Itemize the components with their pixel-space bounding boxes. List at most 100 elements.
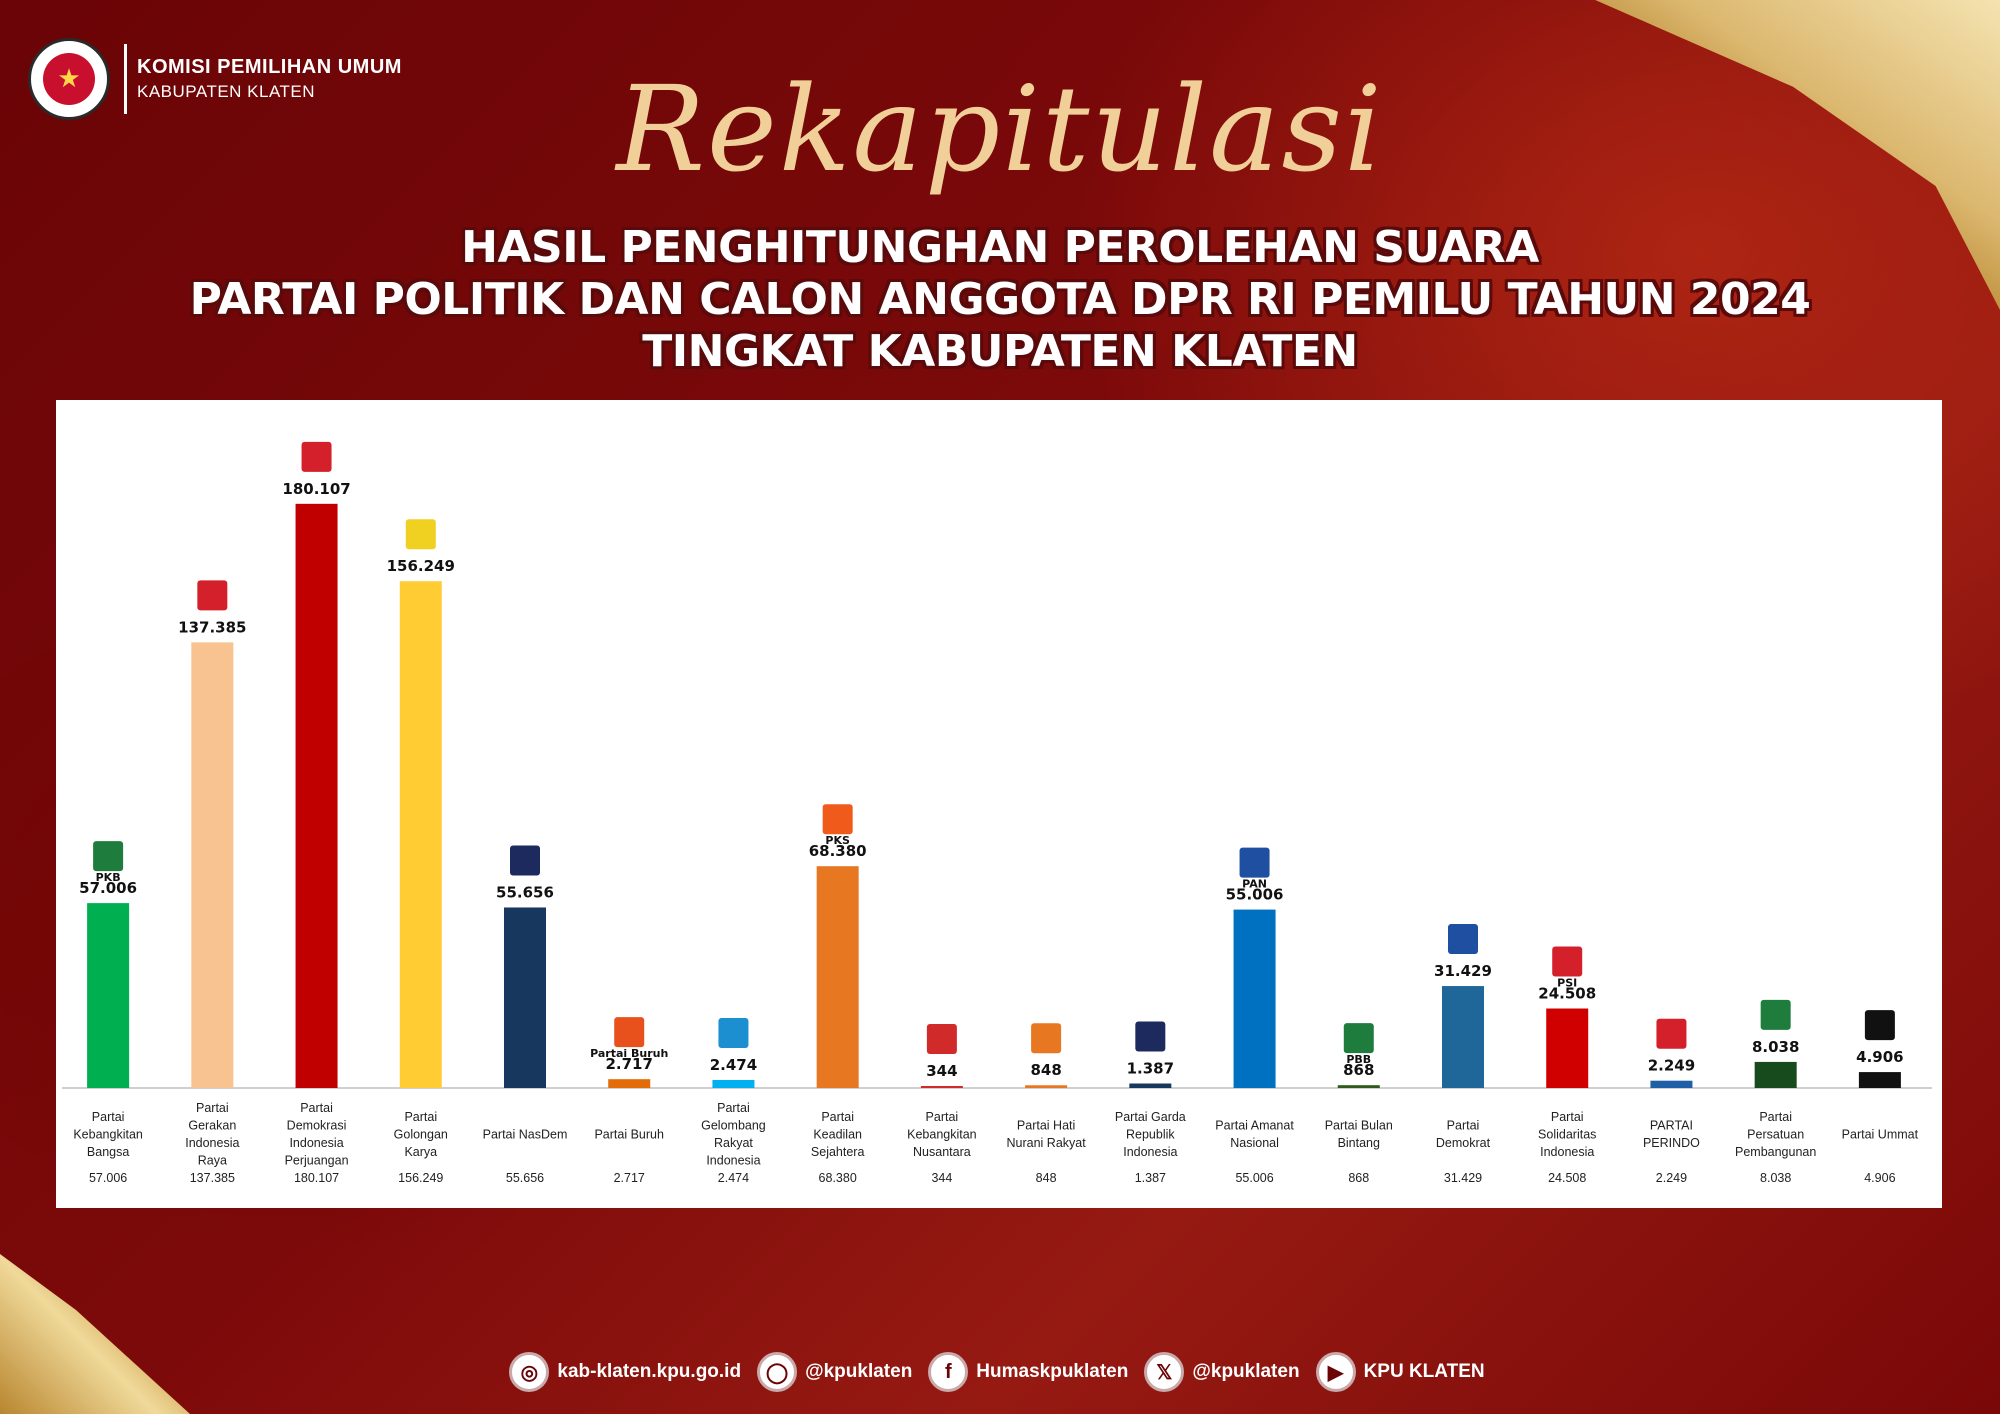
bar-17 (1754, 1061, 1797, 1088)
data-label-4: 156.249 (387, 557, 455, 575)
instagram-icon: ◯ (757, 1352, 798, 1392)
table-value-3: 180.107 (294, 1171, 339, 1185)
globe-icon: ◎ (509, 1352, 550, 1392)
data-label-9: 344 (926, 1062, 957, 1080)
table-value-8: 68.380 (819, 1171, 857, 1185)
table-value-10: 848 (1036, 1171, 1057, 1185)
x-icon: 𝕏 (1144, 1352, 1185, 1392)
table-value-5: 55.656 (506, 1171, 544, 1185)
category-label-5: Partai NasDem (483, 1127, 568, 1141)
category-label-9: Partai Kebangkitan Nusantara (907, 1110, 977, 1159)
data-label-8: 68.380 (809, 842, 867, 860)
data-label-5: 55.656 (496, 883, 554, 901)
category-label-4: Partai Golongan Karya (394, 1110, 448, 1159)
org-region: KABUPATEN KLATEN (137, 82, 316, 101)
table-value-6: 2.717 (614, 1171, 645, 1185)
title-line-1: HASIL PENGHITUNGHAN PEROLEHAN SUARA (461, 222, 1539, 273)
category-label-11: Partai Garda Republik Indonesia (1115, 1110, 1186, 1159)
party-logo-4 (405, 519, 436, 550)
bar-7 (712, 1079, 755, 1088)
party-logo-1 (93, 841, 124, 872)
category-label-2: Partai Gerakan Indonesia Raya (185, 1101, 239, 1168)
website-link[interactable]: ◎ kab-klaten.kpu.go.id (509, 1352, 741, 1392)
bar-2 (191, 642, 234, 1088)
table-value-7: 2.474 (718, 1171, 749, 1185)
category-label-16: PARTAI PERINDO (1643, 1119, 1700, 1151)
table-value-17: 8.038 (1760, 1171, 1791, 1185)
table-value-11: 1.387 (1135, 1171, 1166, 1185)
data-label-2: 137.385 (178, 618, 246, 636)
data-label-3: 180.107 (282, 480, 350, 498)
header-divider (124, 44, 127, 114)
party-logo-5 (510, 845, 540, 876)
data-label-17: 8.038 (1752, 1038, 1799, 1056)
youtube-icon: ▶ (1315, 1352, 1356, 1392)
category-label-7: Partai Gelombang Rakyat Indonesia (701, 1101, 766, 1168)
category-label-13: Partai Bulan Bintang (1325, 1119, 1393, 1151)
facebook-text: Humaskpuklaten (976, 1361, 1129, 1382)
website-text: kab-klaten.kpu.go.id (557, 1361, 742, 1382)
party-logo-8 (822, 804, 853, 835)
category-label-14: Partai Demokrat (1436, 1119, 1491, 1151)
data-label-11: 1.387 (1127, 1060, 1174, 1078)
table-value-2: 137.385 (190, 1171, 235, 1185)
youtube-link[interactable]: ▶ KPU KLATEN (1315, 1352, 1485, 1392)
data-label-15: 24.508 (1538, 985, 1596, 1003)
party-logo-text-6: Partai Buruh (590, 1047, 668, 1060)
bar-15 (1546, 1008, 1589, 1088)
party-logo-text-8: PKS (825, 834, 850, 847)
party-logo-12 (1239, 847, 1270, 878)
data-label-6: 2.717 (605, 1055, 652, 1073)
bar-10 (1025, 1085, 1068, 1088)
bar-13 (1337, 1085, 1380, 1088)
youtube-text: KPU KLATEN (1363, 1361, 1485, 1382)
party-logo-15 (1552, 946, 1583, 977)
category-label-12: Partai Amanat Nasional (1215, 1119, 1294, 1151)
kpu-logo-icon: ★ (28, 38, 110, 120)
category-label-10: Partai Hati Nurani Rakyat (1007, 1119, 1087, 1151)
bar-9 (920, 1086, 963, 1088)
table-value-16: 2.249 (1656, 1171, 1687, 1185)
instagram-text: @kpuklaten (805, 1361, 913, 1382)
main-title: HASIL PENGHITUNGHAN PEROLEHAN SUARA PART… (0, 222, 2000, 378)
facebook-link[interactable]: f Humaskpuklaten (928, 1352, 1128, 1392)
header: ★ KOMISI PEMILIHAN UMUM KABUPATEN KLATEN (28, 38, 402, 120)
bar-18 (1858, 1072, 1901, 1088)
category-label-17: Partai Persatuan Pembangunan (1735, 1110, 1816, 1159)
bar-6 (608, 1079, 651, 1088)
table-value-12: 55.006 (1235, 1171, 1273, 1185)
data-label-13: 868 (1343, 1061, 1374, 1079)
chart-panel: 57.006 PKB Partai Kebangkitan Bangsa 57.006 13… (56, 400, 1942, 1208)
footer: ◎ kab-klaten.kpu.go.id ◯ @kpuklaten f Hu… (0, 1352, 2000, 1392)
bar-1 (87, 903, 130, 1088)
category-label-18: Partai Ummat (1842, 1127, 1919, 1141)
org-name: KOMISI PEMILIHAN UMUM (137, 56, 402, 78)
party-logo-7 (718, 1017, 749, 1048)
table-value-13: 868 (1348, 1171, 1369, 1185)
category-label-6: Partai Buruh (594, 1127, 664, 1141)
table-value-9: 344 (931, 1171, 952, 1185)
data-label-7: 2.474 (710, 1056, 757, 1074)
x-link[interactable]: 𝕏 @kpuklaten (1144, 1352, 1300, 1392)
facebook-icon: f (928, 1352, 969, 1392)
bar-8 (816, 866, 859, 1088)
party-logo-17 (1760, 999, 1791, 1030)
data-label-14: 31.429 (1434, 962, 1492, 980)
table-value-4: 156.249 (398, 1171, 443, 1185)
party-logo-text-13: PBB (1346, 1053, 1371, 1066)
category-label-3: Partai Demokrasi Indonesia Perjuangan (285, 1101, 349, 1168)
party-logo-9 (926, 1024, 957, 1054)
instagram-link[interactable]: ◯ @kpuklaten (757, 1352, 912, 1392)
bar-4 (399, 581, 442, 1088)
bar-11 (1129, 1083, 1172, 1088)
category-label-15: Partai Solidaritas Indonesia (1538, 1110, 1596, 1159)
script-title: Rekapitulasi (616, 60, 1384, 198)
bar-3 (295, 503, 338, 1089)
bar-14 (1442, 986, 1484, 1088)
party-logo-6 (614, 1017, 645, 1048)
data-label-12: 55.006 (1226, 886, 1284, 904)
bar-12 (1233, 909, 1276, 1088)
party-logo-2 (197, 580, 228, 611)
data-label-16: 2.249 (1648, 1057, 1695, 1075)
